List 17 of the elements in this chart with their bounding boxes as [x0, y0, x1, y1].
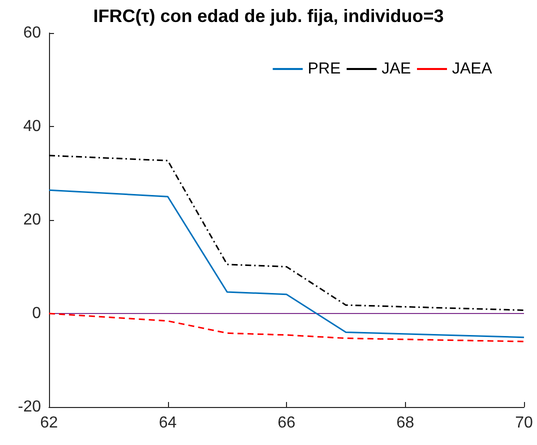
chart-title: IFRC(τ) con edad de jub. fija, individuo=3 — [93, 6, 444, 26]
x-tick-label: 66 — [278, 414, 296, 432]
y-tick-label: -20 — [18, 398, 42, 416]
line-series — [48, 154, 525, 311]
x-tick-label: 62 — [40, 414, 58, 432]
x-tick-label: 68 — [396, 414, 414, 432]
line-series — [48, 312, 525, 342]
x-tick-label: 64 — [158, 414, 177, 432]
x-tick-label: 70 — [515, 414, 533, 432]
y-tick-label: 0 — [32, 305, 42, 322]
y-tick-label: 20 — [23, 212, 42, 228]
legend-label: JAE — [382, 60, 411, 78]
y-tick-label: 60 — [23, 24, 42, 42]
line-series — [48, 189, 525, 338]
legend-label: JAEA — [452, 60, 492, 78]
y-tick-label: 40 — [23, 118, 42, 135]
legend-label: PRE — [308, 60, 341, 78]
